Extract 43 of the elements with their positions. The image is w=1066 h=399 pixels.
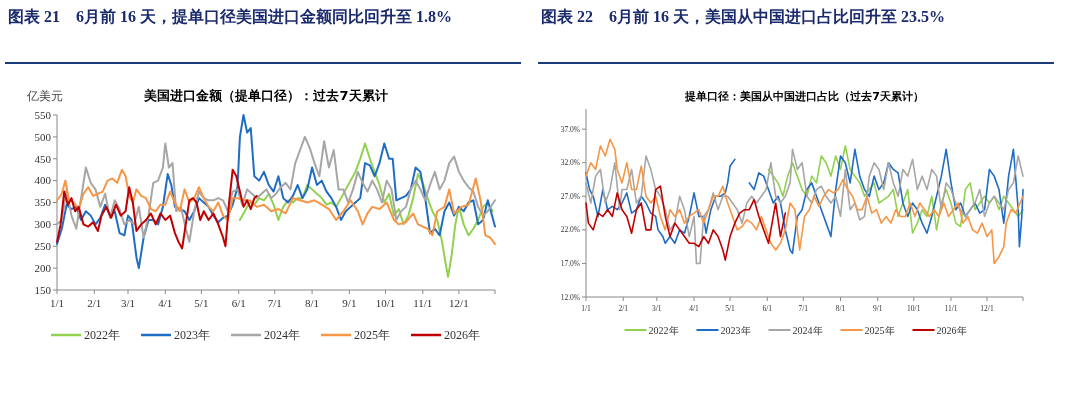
legend-label: 2022年 [648,324,679,336]
y-tick-label: 250 [34,240,52,253]
y-tick-label: 450 [34,152,52,165]
legend-label: 2025年 [354,328,390,343]
y-tick-label: 150 [34,283,52,296]
y-tick-label: 400 [34,174,52,187]
x-tick-label: 4/1 [158,297,173,309]
x-tick-label: 5/1 [194,297,209,309]
legend-label: 2023年 [720,324,751,336]
y-tick-label: 550 [34,108,52,121]
x-tick-label: 10/1 [375,297,396,309]
chart-subtitle: 提单口径：美国从中国进口占比（过去7天累计） [684,90,924,103]
legend-label: 2022年 [84,328,120,343]
y-axis-title: 亿美元 [26,89,63,103]
x-tick-label: 6/1 [231,297,246,309]
legend-label: 2026年 [444,328,480,343]
x-tick-label: 3/1 [120,297,136,309]
legend-label: 2026年 [936,324,967,336]
line-series [56,135,496,243]
chart-title: 图表 21 6月前 16 天，提单口径美国进口金额同比回升至 1.8% [8,7,452,25]
y-tick-label: 200 [34,261,52,274]
y-tick-label: 350 [34,196,52,209]
legend-label: 2025年 [864,324,895,336]
x-tick-label: 1/1 [49,297,65,309]
chart-title: 图表 22 6月前 16 天，美国从中国进口占比回升至 23.5% [541,7,945,25]
legend-label: 2024年 [264,328,300,343]
legend-label: 2023年 [174,328,210,343]
line-series [56,114,496,270]
x-tick-label: 11/1 [413,297,433,309]
line-series [585,185,787,261]
chart-subtitle: 美国进口金额（提单口径）：过去7天累计 [143,88,388,103]
x-tick-label: 7/1 [267,297,282,309]
legend-label: 2024年 [792,324,823,336]
line-series [767,145,1024,235]
line-series [56,168,258,250]
x-tick-label: 12/1 [449,297,469,309]
line-series [238,142,494,278]
y-tick-label: 500 [34,130,52,143]
line-series [56,168,496,246]
x-tick-label: 9/1 [342,297,357,309]
x-tick-label: 8/1 [305,297,320,309]
x-tick-label: 2/1 [87,297,102,309]
y-tick-label: 300 [34,218,52,231]
